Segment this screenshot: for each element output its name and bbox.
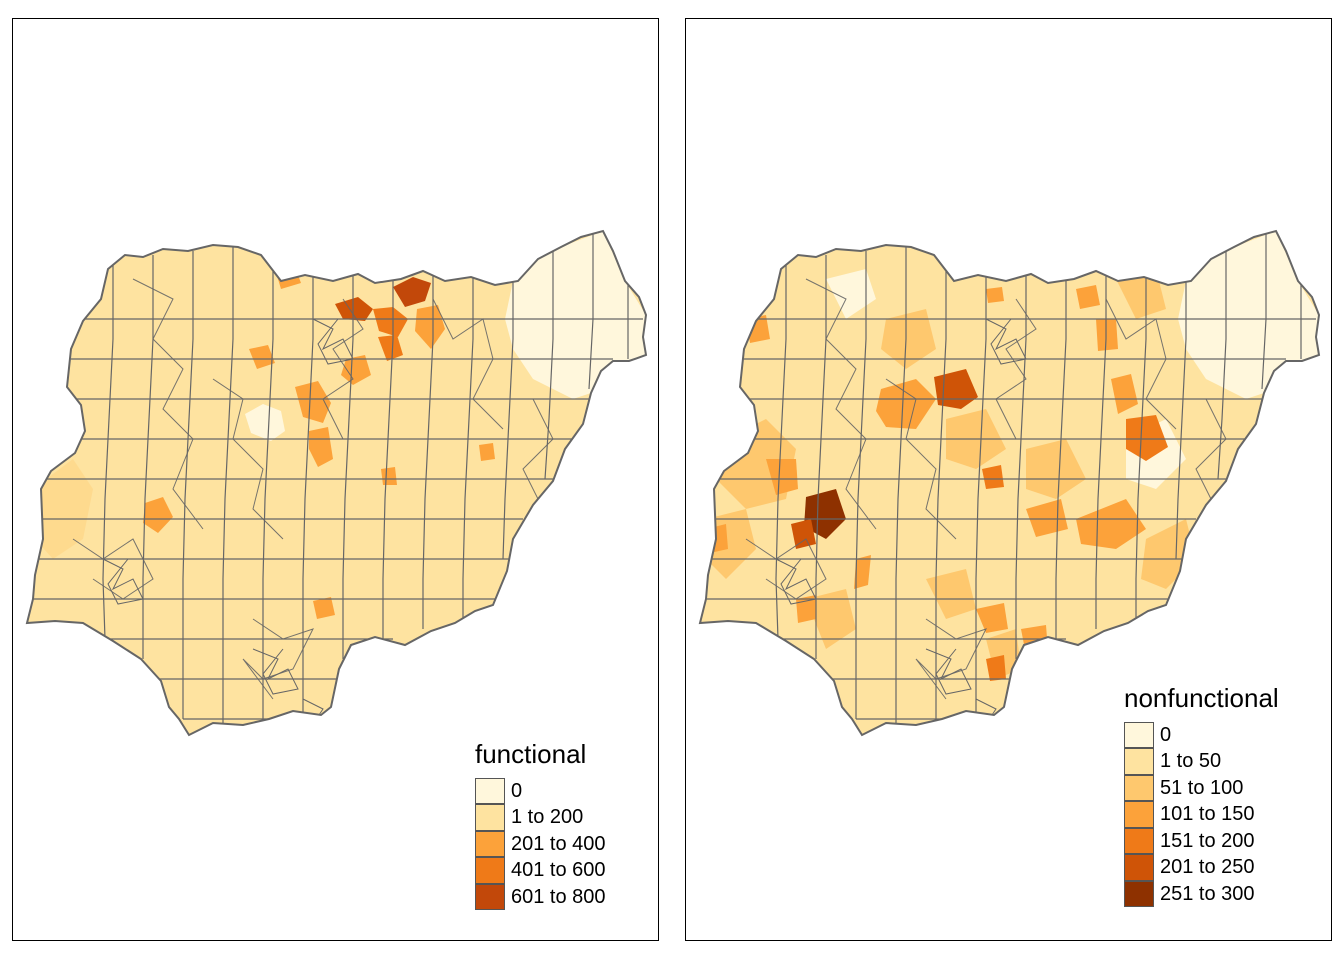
legend-label: 601 to 800: [511, 885, 606, 908]
legend-item: 0: [1124, 721, 1279, 749]
choropleth-map-functional: [26, 230, 647, 736]
legend-swatch: [1124, 854, 1154, 881]
legend-item: 201 to 400: [475, 830, 606, 858]
legend-swatch: [1124, 801, 1154, 828]
legend-label: 101 to 150: [1160, 803, 1255, 826]
legend-item: 0: [475, 777, 606, 805]
legend-item: 401 to 600: [475, 857, 606, 885]
legend-swatch: [475, 857, 505, 884]
legend-nonfunctional: nonfunctional 0 1 to 50 51 to 100 101 to…: [1124, 683, 1279, 908]
legend-label: 0: [1160, 723, 1172, 746]
legend-label: 151 to 200: [1160, 829, 1255, 852]
legend-swatch: [1124, 880, 1154, 907]
legend-label: 1 to 50: [1160, 750, 1222, 773]
legend-swatch: [1124, 827, 1154, 854]
legend-swatch: [1124, 774, 1154, 801]
legend-swatch: [1124, 748, 1154, 775]
legend-item: 51 to 100: [1124, 774, 1279, 802]
legend-swatch: [475, 777, 505, 804]
legend-label: 201 to 250: [1160, 856, 1255, 879]
legend-label: 401 to 600: [511, 859, 606, 882]
legend-item: 101 to 150: [1124, 801, 1279, 829]
legend-item: 201 to 250: [1124, 854, 1279, 882]
map-panel-functional: functional 0 1 to 200 201 to 400 401 to …: [12, 18, 659, 941]
legend-label: 0: [511, 779, 523, 802]
legend-item: 151 to 200: [1124, 827, 1279, 855]
legend-label: 51 to 100: [1160, 776, 1244, 799]
legend-swatch: [475, 883, 505, 910]
legend-swatch: [1124, 721, 1154, 748]
legend-swatch: [475, 804, 505, 831]
map-panel-nonfunctional: nonfunctional 0 1 to 50 51 to 100 101 to…: [685, 18, 1332, 941]
legend-functional: functional 0 1 to 200 201 to 400 401 to …: [475, 739, 606, 911]
legend-label: 201 to 400: [511, 832, 606, 855]
legend-item: 1 to 200: [475, 804, 606, 832]
legend-label: 251 to 300: [1160, 882, 1255, 905]
legend-item: 601 to 800: [475, 883, 606, 911]
choropleth-map-nonfunctional: [699, 230, 1320, 736]
legend-item: 251 to 300: [1124, 880, 1279, 908]
legend-item: 1 to 50: [1124, 748, 1279, 776]
legend-label: 1 to 200: [511, 806, 584, 829]
legend-title: nonfunctional: [1124, 683, 1279, 713]
legend-title: functional: [475, 739, 587, 769]
legend-swatch: [475, 830, 505, 857]
